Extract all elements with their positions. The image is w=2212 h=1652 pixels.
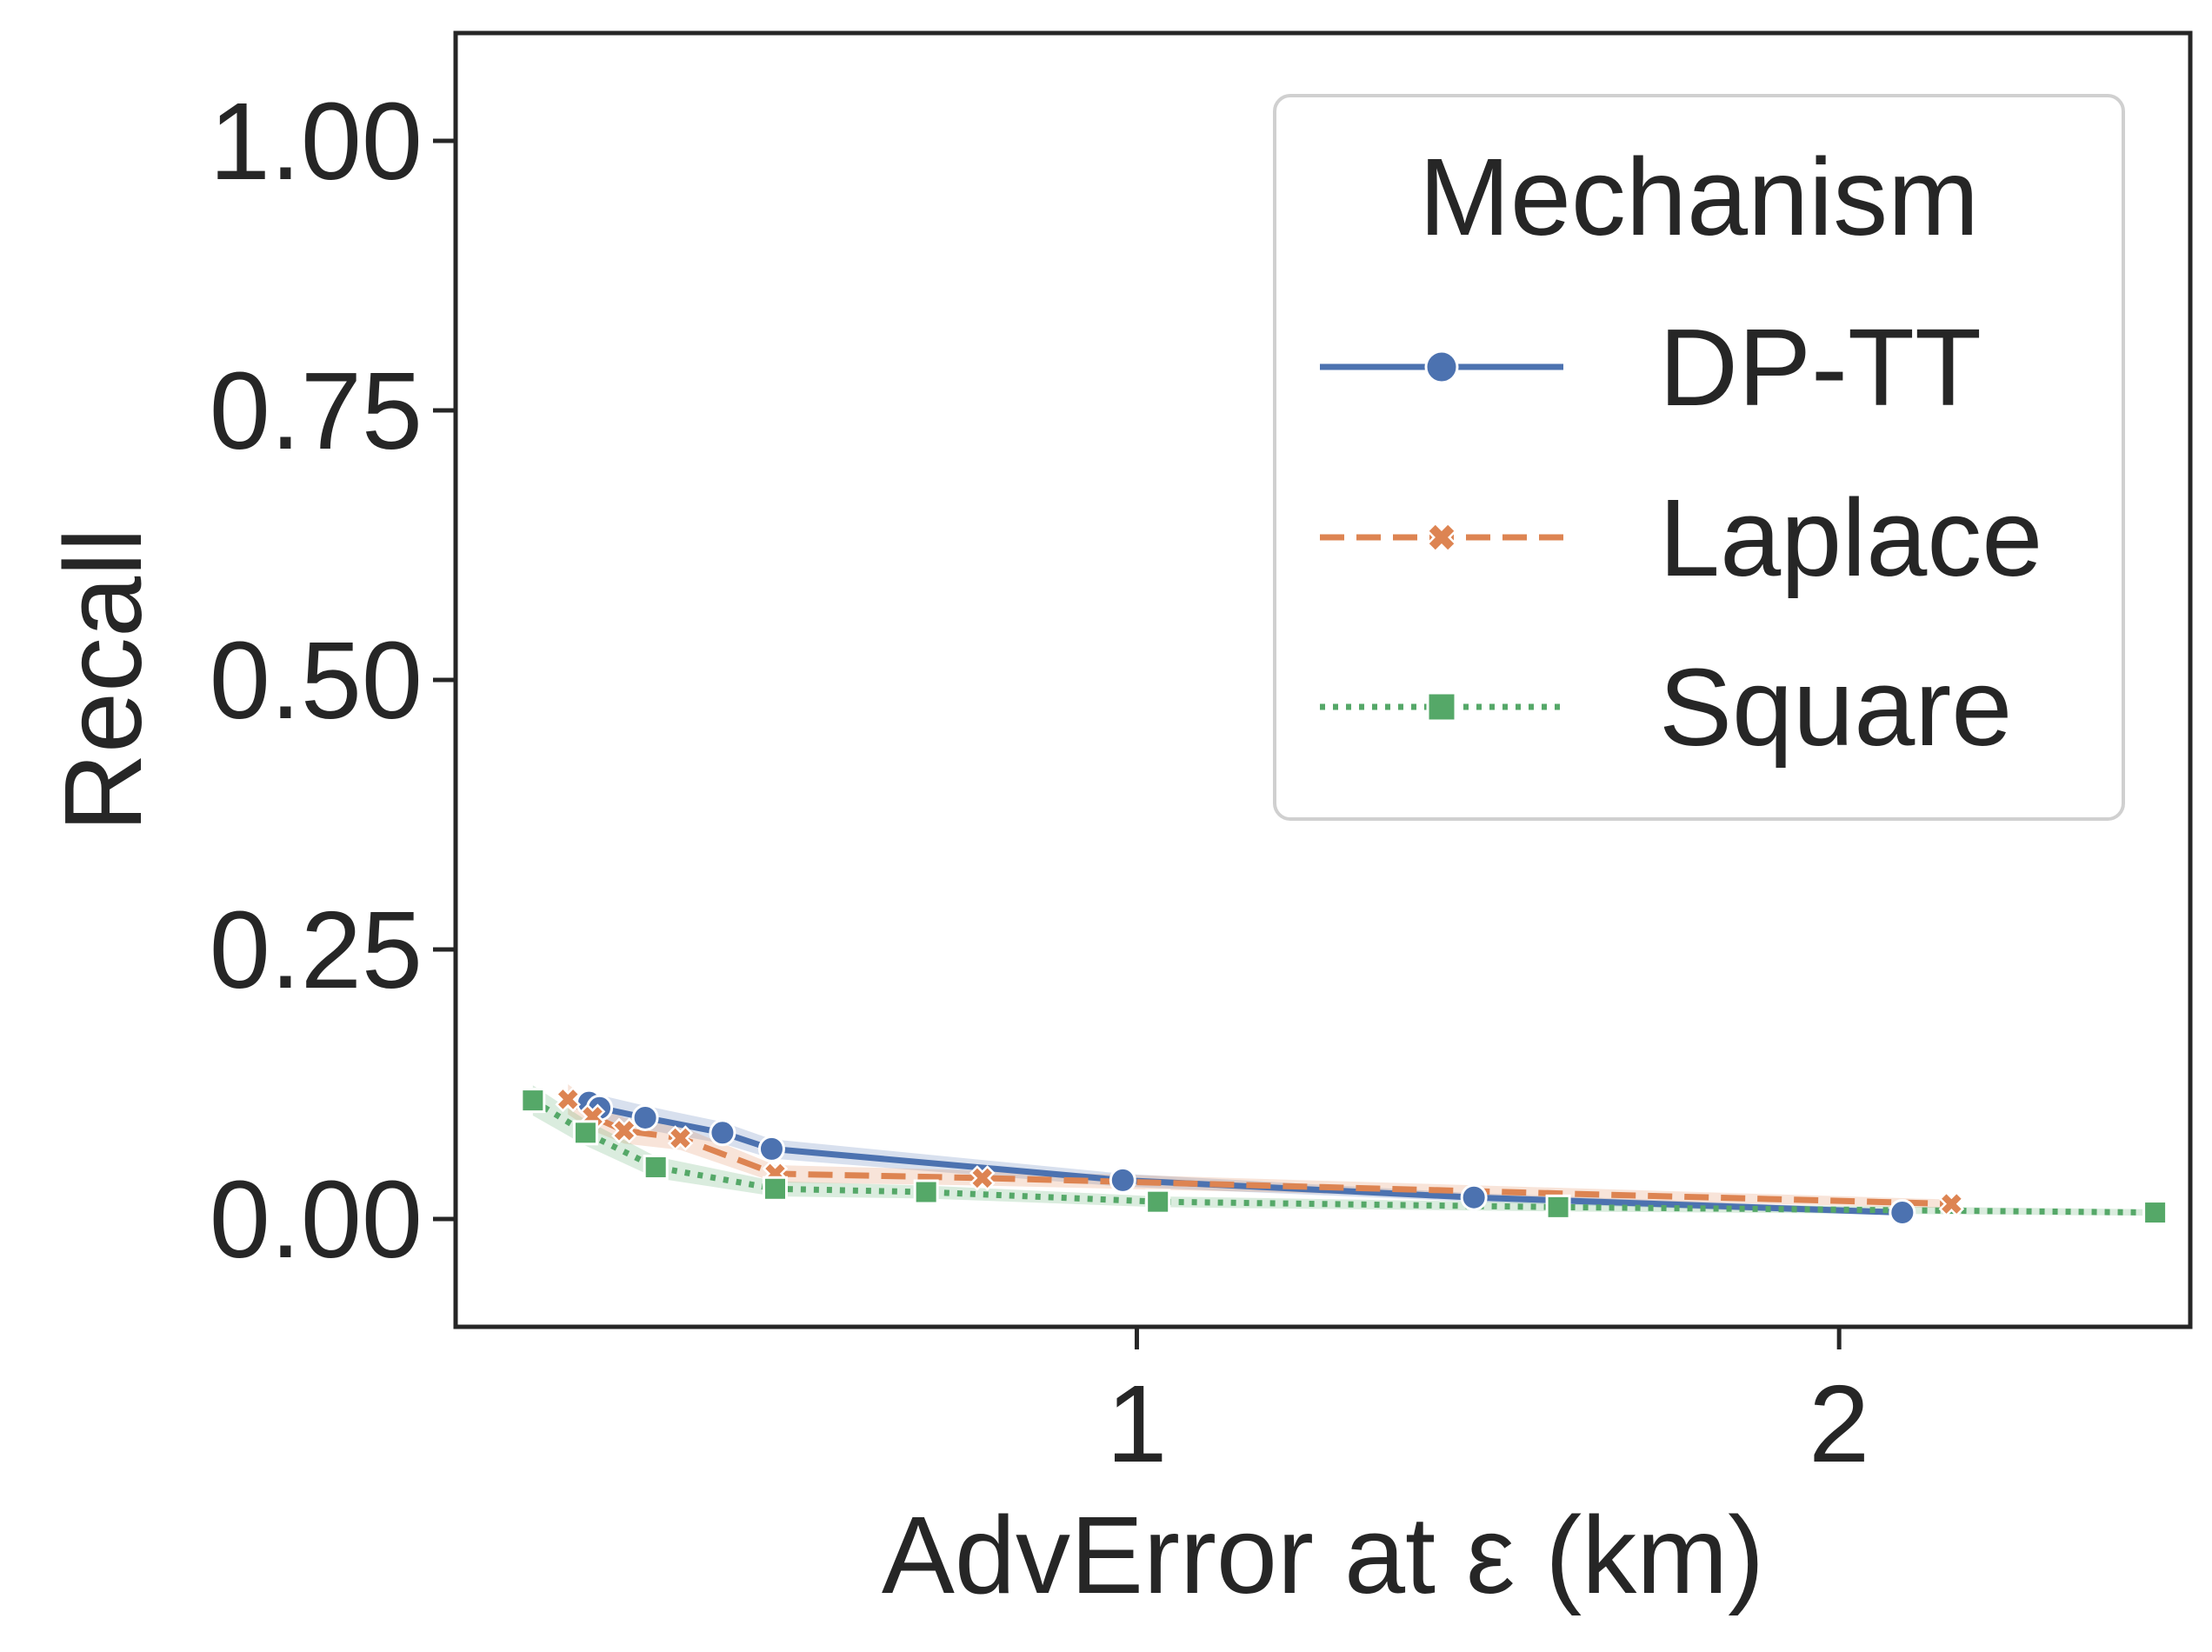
point-laplace (1938, 1190, 1965, 1217)
y-axis-ticks: 0.00 0.25 0.50 0.75 1.00 (210, 80, 456, 1281)
x-tick-label: 1 (1106, 1362, 1167, 1485)
point-laplace (611, 1117, 637, 1144)
band-dp-tt (589, 1089, 1902, 1216)
legend-box (1273, 94, 2125, 821)
point-dp-tt (631, 1103, 659, 1131)
point-dp-tt (757, 1135, 785, 1162)
point-square (1545, 1194, 1571, 1220)
band-laplace (568, 1084, 1952, 1209)
legend-item-square: Square (1320, 646, 2012, 769)
point-square (763, 1176, 788, 1202)
legend-label-dp-tt: DP-TT (1659, 306, 1982, 429)
y-tick-label: 1.00 (210, 80, 423, 203)
legend-item-laplace: Laplace (1320, 476, 2042, 599)
legend-marker-square (1426, 691, 1457, 723)
series-markers (520, 1086, 2169, 1227)
point-square (520, 1088, 546, 1114)
legend-label-laplace: Laplace (1659, 476, 2042, 599)
point-square (643, 1154, 669, 1180)
point-square (572, 1120, 598, 1146)
point-dp-tt (1109, 1166, 1136, 1194)
point-square (913, 1179, 939, 1205)
point-laplace (969, 1165, 996, 1191)
legend-item-dp-tt: DP-TT (1320, 306, 1982, 429)
legend-title: Mechanism (1419, 136, 1979, 258)
point-laplace (555, 1086, 581, 1113)
x-tick-label: 2 (1809, 1362, 1869, 1485)
y-tick-label: 0.75 (210, 350, 423, 472)
point-square (1145, 1189, 1171, 1215)
legend-label-square: Square (1659, 646, 2012, 769)
confidence-bands (532, 1084, 2155, 1216)
point-dp-tt (1460, 1183, 1488, 1211)
x-axis-label: AdvError at ε (km) (882, 1494, 1764, 1616)
y-tick-label: 0.00 (210, 1158, 423, 1281)
legend-marker-dp-tt (1424, 350, 1459, 384)
point-square (2142, 1200, 2169, 1226)
legend-marker-laplace (1426, 522, 1457, 553)
y-tick-label: 0.25 (210, 889, 423, 1011)
y-axis-label: Recall (42, 528, 164, 832)
point-dp-tt (1889, 1199, 1916, 1227)
legend-items: DP-TT Laplace Square (1320, 306, 2042, 769)
legend: Mechanism DP-TT Laplace Square (1273, 94, 2125, 821)
point-laplace (667, 1125, 694, 1151)
point-dp-tt (709, 1119, 736, 1147)
y-tick-label: 0.50 (210, 619, 423, 742)
